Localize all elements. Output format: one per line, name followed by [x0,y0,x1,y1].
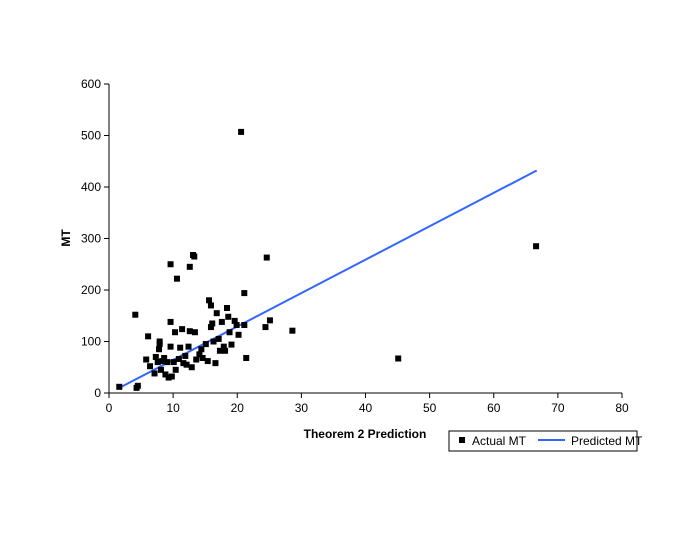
x-tick-label: 0 [106,401,113,415]
data-point [238,128,245,135]
data-point [198,346,205,353]
data-point [180,360,187,367]
data-point [223,305,230,312]
data-point [167,318,174,325]
data-point [207,324,214,331]
data-point [132,311,139,318]
data-point [226,329,233,336]
data-point [220,343,227,350]
x-tick-label: 50 [423,401,437,415]
data-point [202,341,209,348]
y-axis-title: MT [59,229,73,247]
data-point [165,374,172,381]
y-tick-label: 0 [94,386,101,400]
data-point [216,347,223,354]
data-point [156,341,163,348]
data-point [167,343,174,350]
data-point [185,343,192,350]
data-point [191,253,198,260]
y-tick-label: 500 [81,129,101,143]
data-point [159,358,166,365]
x-tick-label: 70 [551,401,565,415]
x-tick-label: 60 [487,401,501,415]
data-point [266,317,273,324]
data-point [188,364,195,371]
data-point [289,327,296,334]
data-point [212,360,219,367]
x-axis-title: Theorem 2 Prediction [304,427,427,441]
data-point [243,354,250,361]
y-tick-label: 200 [81,283,101,297]
legend-label-actual-mt: Actual MT [472,434,527,448]
data-point [196,351,203,358]
data-point [151,370,158,377]
data-point [167,261,174,268]
data-point [213,310,220,317]
data-point [154,359,161,366]
data-point [182,352,189,359]
x-tick-label: 10 [166,401,180,415]
data-point [241,290,248,297]
data-point [231,317,238,324]
data-point [209,320,216,327]
data-point [263,254,270,261]
data-point [186,263,193,270]
data-point [156,346,163,353]
data-point [215,335,222,342]
plot-area [116,128,540,391]
data-point [233,322,240,329]
legend: Actual MT Predicted MT [448,430,643,452]
data-point [241,322,248,329]
data-point [186,328,193,335]
data-point [183,361,190,368]
data-point [218,318,225,325]
data-point [116,383,123,390]
data-point [228,341,235,348]
data-point [193,356,200,363]
data-point [199,354,206,361]
data-point [170,359,177,366]
data-point [210,338,217,345]
data-point [533,243,540,250]
predicted-mt-line [118,169,538,389]
axes: 0 10 20 30 40 50 60 70 80 0 100 200 300 400 500 600 [81,77,629,415]
x-tick-label: 80 [615,401,629,415]
data-point [225,313,232,320]
data-point [172,329,179,336]
data-point [162,371,169,378]
y-tick-label: 100 [81,335,101,349]
data-point [172,366,179,373]
data-point [191,329,198,336]
data-point [157,366,164,373]
data-point [206,297,213,304]
data-point [175,356,182,363]
data-point [207,302,214,309]
data-point [222,347,229,354]
data-point [161,354,168,361]
data-point [143,356,150,363]
data-point [152,353,159,360]
data-point [262,324,269,331]
legend-marker-actual-mt [459,437,465,443]
data-point [134,382,141,389]
legend-label-predicted-mt: Predicted MT [571,434,643,448]
y-tick-label: 300 [81,232,101,246]
data-point [147,363,154,370]
data-point [177,344,184,351]
x-tick-label: 40 [359,401,373,415]
data-point [179,326,186,333]
y-tick-label: 400 [81,180,101,194]
data-point [164,359,171,366]
data-point [168,373,175,380]
data-point [235,331,242,338]
data-point [204,358,211,365]
data-point [145,333,152,340]
x-tick-label: 30 [295,401,309,415]
x-tick-label: 20 [231,401,245,415]
data-point [395,355,402,362]
data-point [173,275,180,282]
y-tick-label: 600 [81,77,101,91]
